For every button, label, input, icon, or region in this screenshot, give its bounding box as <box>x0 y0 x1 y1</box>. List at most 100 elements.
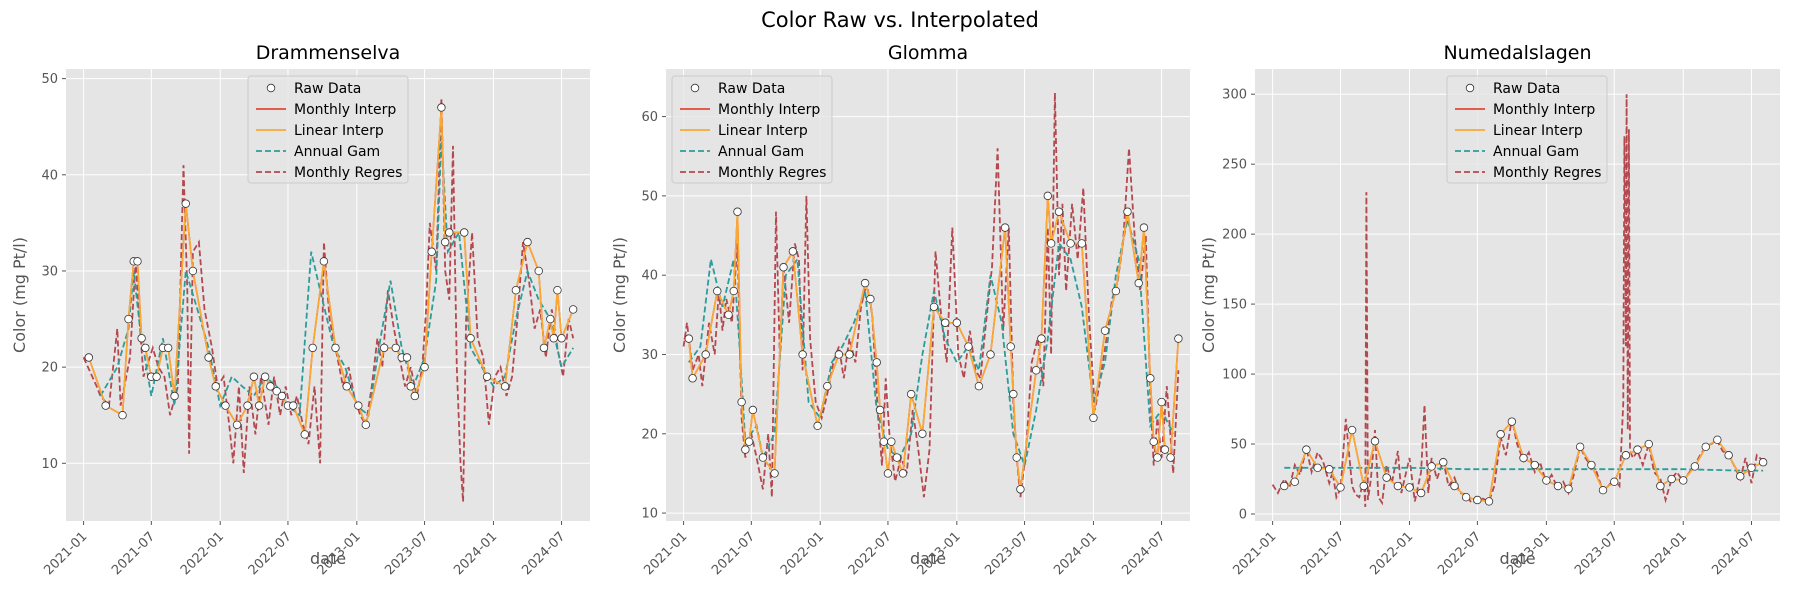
raw-data-point <box>779 263 788 272</box>
raw-data-point <box>1461 493 1471 502</box>
legend-swatch-raw-data <box>266 83 276 93</box>
raw-data-point <box>1747 463 1756 473</box>
legend-monthly-interp: Monthly Interp <box>718 102 820 118</box>
y-tick-label: 20 <box>641 427 658 442</box>
raw-data-point <box>744 437 754 446</box>
raw-data-point <box>402 353 412 362</box>
raw-data-point <box>379 343 389 353</box>
y-tick-label: 30 <box>41 264 58 279</box>
x-axis-label: date <box>1499 549 1535 568</box>
raw-data-point <box>1006 342 1015 351</box>
raw-data-point <box>500 382 510 391</box>
raw-data-point <box>986 350 995 359</box>
series-group <box>1271 94 1768 508</box>
series-group <box>82 97 578 502</box>
legend-swatch-raw-data <box>690 83 700 93</box>
y-tick-label: 150 <box>1222 298 1247 313</box>
raw-data-point <box>549 334 558 343</box>
raw-data-point <box>437 103 446 112</box>
y-tick-label: 50 <box>41 72 58 87</box>
raw-data-point <box>243 401 252 410</box>
raw-data-point <box>1000 223 1010 232</box>
series-annual-gam <box>1284 466 1764 472</box>
y-axis-label: Color (mg Pt/l) <box>610 237 629 353</box>
y-tick-label: 50 <box>1230 438 1247 453</box>
x-tick-label: 2022-07 <box>1435 529 1484 578</box>
raw-data-point <box>1153 453 1162 462</box>
series-annual-gam <box>99 136 574 418</box>
raw-data-point <box>1054 207 1064 216</box>
x-tick-label: 2023-07 <box>1572 529 1621 578</box>
raw-data-point <box>1473 495 1482 505</box>
raw-data-point <box>440 237 450 247</box>
raw-data-point <box>1621 451 1631 460</box>
raw-data-point <box>254 401 264 410</box>
raw-data-point <box>466 334 475 343</box>
series-monthly-regres <box>682 92 1180 498</box>
x-tick-label: 2023-07 <box>982 529 1031 578</box>
raw-data-point <box>1484 497 1494 506</box>
raw-data-point <box>1667 474 1676 484</box>
raw-data-point <box>798 350 807 359</box>
raw-data-point <box>737 397 746 407</box>
raw-data-point <box>1530 460 1539 470</box>
raw-data-point <box>308 343 317 353</box>
raw-data-point <box>729 286 738 296</box>
x-tick-label: 2024-07 <box>1709 529 1758 578</box>
raw-data-point <box>733 207 742 216</box>
raw-data-point <box>1724 451 1733 460</box>
x-tick-label: 2024-01 <box>1051 529 1100 578</box>
legend-annual-gam: Annual Gam <box>718 144 804 160</box>
raw-data-point <box>342 382 351 391</box>
raw-data-point <box>534 266 543 276</box>
panel-title: Glomma <box>888 42 968 64</box>
x-axis-label: date <box>910 549 946 568</box>
x-tick-label: 2021-01 <box>641 529 690 578</box>
raw-data-point <box>1089 413 1098 423</box>
x-tick-label: 2021-01 <box>1230 529 1279 578</box>
raw-data-point <box>277 391 287 401</box>
x-tick-label: 2024-07 <box>519 529 568 578</box>
raw-data-point <box>1553 481 1563 491</box>
raw-data-point <box>152 372 161 381</box>
raw-data-point <box>557 334 566 343</box>
legend: Raw Data Monthly Interp Linear Interp Annua… <box>247 75 409 184</box>
raw-data-point <box>221 401 230 410</box>
raw-data-point <box>1139 223 1149 232</box>
x-tick-label: 2021-01 <box>41 529 90 578</box>
raw-data-point <box>188 266 198 276</box>
raw-data-point <box>1174 334 1183 343</box>
raw-data-point <box>249 372 259 381</box>
y-tick-label: 10 <box>641 507 658 522</box>
raw-data-point <box>84 353 94 362</box>
raw-data-point <box>713 286 722 296</box>
raw-data-point <box>163 343 173 353</box>
raw-data-point <box>906 389 916 399</box>
x-tick-label: 2022-07 <box>246 529 295 578</box>
raw-data-point <box>918 429 927 438</box>
x-tick-label: 2021-07 <box>709 529 758 578</box>
raw-data-point <box>118 411 127 420</box>
raw-data-point <box>133 257 142 266</box>
raw-data-point <box>1123 207 1132 216</box>
legend-monthly-interp: Monthly Interp <box>1493 102 1595 118</box>
raw-data-point <box>272 386 281 396</box>
raw-data-point <box>1587 460 1596 470</box>
raw-data-point <box>929 302 939 312</box>
raw-data-point <box>1012 453 1021 462</box>
raw-data-point <box>1111 286 1121 296</box>
legend-monthly-regres: Monthly Regres <box>718 165 826 181</box>
raw-data-point <box>1016 485 1025 494</box>
raw-data-point <box>872 358 881 367</box>
y-tick-label: 250 <box>1222 158 1247 173</box>
raw-data-point <box>892 453 902 462</box>
raw-data-point <box>1370 437 1380 446</box>
raw-data-point <box>1134 278 1143 288</box>
raw-data-point <box>1439 458 1448 467</box>
raw-data-point <box>1290 477 1299 487</box>
series-linear-interp <box>688 195 1180 490</box>
raw-data-point <box>204 353 213 362</box>
raw-data-point <box>1519 453 1528 463</box>
raw-data-point <box>319 257 329 266</box>
raw-data-point <box>1564 484 1573 494</box>
